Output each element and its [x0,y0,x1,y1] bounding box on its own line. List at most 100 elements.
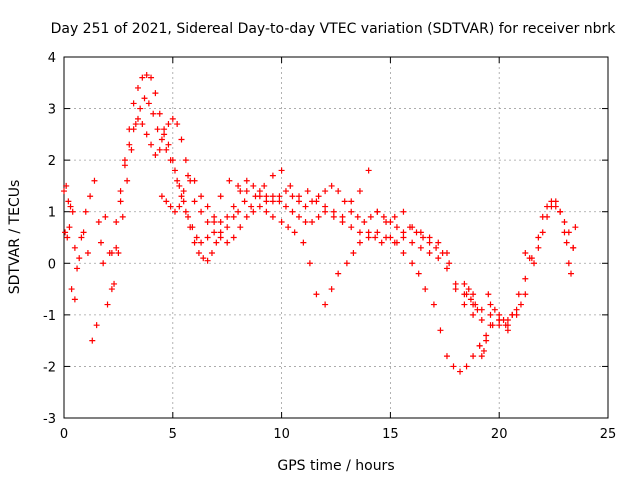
y-tick-label: 3 [48,103,56,118]
data-point-track-b [339,213,346,220]
data-point-track-b [141,95,148,102]
data-point-track-d [309,198,316,205]
data-point-track-c [282,203,289,210]
data-point-track-a [182,208,189,215]
data-point-track-a [356,239,363,246]
data-point-track-d [322,188,329,195]
data-point-track-a [152,90,159,97]
data-point-track-b [145,100,152,107]
data-point-track-b [348,198,355,205]
data-point-track-d [163,198,170,205]
data-point-track-f [563,239,570,246]
data-point-track-a [269,213,276,220]
data-point-track-c [391,239,398,246]
data-point-track-a [306,260,313,267]
data-point-track-b [185,213,192,220]
data-point-track-b [278,167,285,174]
data-point-track-f [526,255,533,262]
x-tick-label: 25 [600,427,617,442]
data-point-track-b [137,105,144,112]
data-point-track-a [87,193,94,200]
data-point-track-d [374,208,381,215]
data-point-track-d [276,193,283,200]
data-point-track-e [491,306,498,313]
data-point-track-b [180,198,187,205]
data-point-track-e [463,291,470,298]
y-tick-label: -1 [43,309,56,324]
data-point-track-c [113,219,120,226]
data-point-track-a [224,224,231,231]
data-point-track-b [193,234,200,241]
data-point-track-a [470,353,477,360]
x-tick-label: 20 [491,427,508,442]
data-point-track-a [71,244,78,251]
data-point-track-e [509,311,516,318]
data-point-track-a [372,234,379,241]
data-point-track-e [461,280,468,287]
data-point-track-e [480,347,487,354]
data-point-track-b [452,280,459,287]
x-tick-label: 0 [60,427,68,442]
data-point-track-b [189,224,196,231]
data-point-track-a [291,229,298,236]
data-point-track-a [67,203,74,210]
data-point-track-e [465,286,472,293]
data-point-track-e [478,353,485,360]
data-point-track-a [463,363,470,370]
data-point-track-b [89,337,96,344]
data-point-track-a [350,249,357,256]
data-point-track-d [354,213,361,220]
data-point-track-f [561,229,568,236]
data-point-track-f [570,244,577,251]
data-point-track-d [250,182,257,189]
data-point-track-a [230,213,237,220]
data-point-track-b [217,193,224,200]
y-axis-title: SDTVAR / TECUs [7,180,23,295]
data-point-track-b [84,249,91,256]
data-point-track-c [478,317,485,324]
data-point-track-e [476,342,483,349]
chart-title: Day 251 of 2021, Sidereal Day-to-day VTE… [51,21,617,37]
data-point-track-c [237,224,244,231]
data-point-track-a [104,301,111,308]
data-point-track-c [289,208,296,215]
data-point-track-b [356,188,363,195]
data-point-track-f [531,260,538,267]
data-point-track-d [400,229,407,236]
data-point-track-e [496,311,503,318]
data-point-track-c [296,213,303,220]
data-point-track-e [500,317,507,324]
data-point-track-e [522,291,529,298]
data-point-track-e [485,291,492,298]
data-point-track-b [158,136,165,143]
data-point-track-b [163,146,170,153]
data-point-track-a [522,275,529,282]
data-point-track-c [356,229,363,236]
data-point-track-a [561,219,568,226]
data-point-track-c [461,301,468,308]
data-point-track-a [161,126,168,133]
data-point-track-c [348,224,355,231]
data-point-track-c [496,322,503,329]
data-point-track-c [148,141,155,148]
data-point-track-b [80,229,87,236]
data-point-track-b [97,239,104,246]
data-point-track-d [289,193,296,200]
data-point-track-c [330,213,337,220]
data-point-track-a [134,84,141,91]
data-point-track-b [204,234,211,241]
data-point-track-d [185,172,192,179]
data-point-track-a [213,239,220,246]
data-point-track-a [130,100,137,107]
data-point-track-d [393,224,400,231]
data-point-track-a [335,270,342,277]
data-point-track-a [191,239,198,246]
data-point-track-d [302,203,309,210]
data-point-track-c [263,198,270,205]
data-point-track-a [113,244,120,251]
data-point-track-f [557,208,564,215]
data-point-track-a [409,260,416,267]
data-point-track-a [195,249,202,256]
data-point-track-b [171,167,178,174]
